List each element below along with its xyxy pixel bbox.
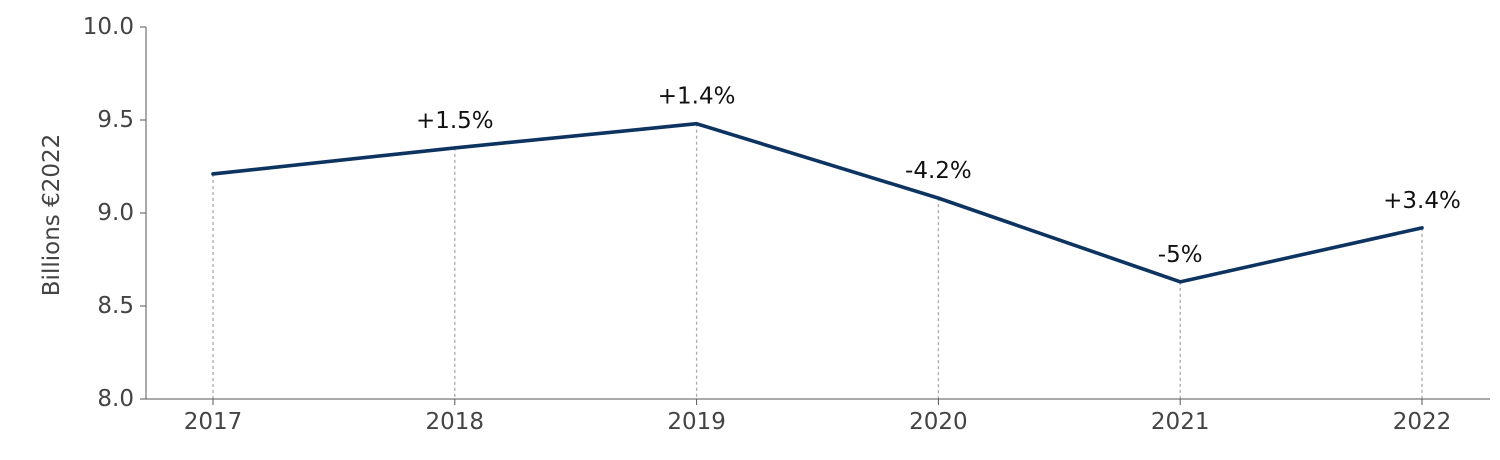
y-tick-label: 10.0 <box>83 14 134 40</box>
x-tick-label: 2020 <box>909 409 968 435</box>
y-tick-label: 8.0 <box>97 386 134 412</box>
x-tick-label: 2017 <box>184 409 243 435</box>
x-tick-label: 2021 <box>1151 409 1210 435</box>
data-label: +1.5% <box>416 108 494 134</box>
data-label: +3.4% <box>1383 188 1461 214</box>
vertical-guides <box>212 123 1423 399</box>
data-label: +1.4% <box>658 84 736 110</box>
y-tick-label: 9.0 <box>97 200 134 226</box>
y-tick-label: 9.5 <box>97 107 134 133</box>
y-axis-title: Billions €2022 <box>39 134 65 296</box>
x-tick-label: 2019 <box>667 409 726 435</box>
data-label: -4.2% <box>905 158 972 184</box>
y-axis-ticks: 8.0 8.5 9.0 9.5 10.0 <box>83 14 146 412</box>
series-line <box>211 121 1424 284</box>
data-labels: +1.5% +1.4% -4.2% -5% +3.4% <box>416 84 1461 268</box>
x-tick-label: 2018 <box>426 409 485 435</box>
x-axis-ticks: 2017 2018 2019 2020 2021 2022 <box>184 399 1452 435</box>
x-tick-label: 2022 <box>1393 409 1452 435</box>
data-label: -5% <box>1158 242 1203 268</box>
y-tick-label: 8.5 <box>97 293 134 319</box>
